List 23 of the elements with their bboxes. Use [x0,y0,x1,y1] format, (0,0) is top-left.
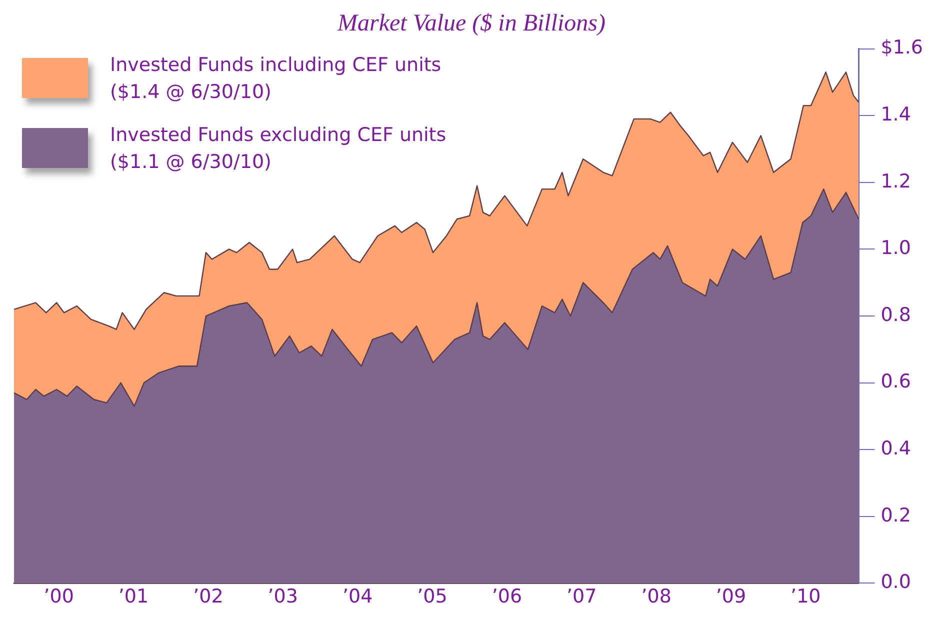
y-tick-label: 1.2 [880,170,911,192]
legend-label: Invested Funds including CEF units ($1.4 @ 6/30/10) [110,53,442,105]
y-tick-label: 0.0 [880,571,911,594]
x-tick-label: ’06 [492,586,522,608]
y-tick-label: 0.2 [880,504,911,526]
x-tick-label: ’10 [790,586,821,608]
y-tick-label: 1.0 [880,237,911,260]
x-tick-label: ’09 [716,586,746,608]
x-tick-label: ’05 [417,586,448,608]
y-tick-label: $1.6 [880,36,924,59]
x-tick-label: ’08 [641,586,672,608]
y-tick-label: 1.4 [880,104,911,126]
x-tick-label: ’03 [268,586,298,608]
x-tick-label: ’04 [342,586,373,608]
x-tick-label: ’07 [566,586,597,608]
x-tick-label: ’02 [193,586,224,608]
y-tick-label: 0.8 [880,304,911,326]
y-tick-label: 0.6 [880,370,911,393]
y-tick-label: 0.4 [880,438,911,460]
x-tick-label: ’00 [44,586,74,608]
legend-label: Invested Funds excluding CEF units ($1.1 @ 6/30/10) [110,123,446,175]
x-tick-label: ’01 [118,586,149,608]
chart-title: Market Value ($ in Billions) [336,10,606,37]
